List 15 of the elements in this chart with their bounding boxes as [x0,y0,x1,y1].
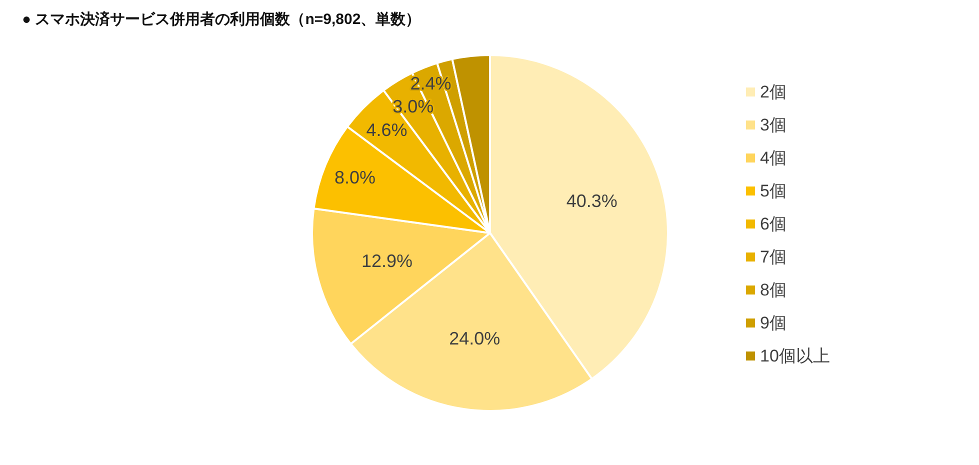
legend-label: 5個 [760,182,786,200]
legend-label: 4個 [760,148,786,168]
data-label: 24.0% [449,328,500,349]
legend-label: 2個 [760,82,786,102]
data-label: 8.0% [334,168,376,188]
legend-label: 7個 [760,248,786,266]
legend-label: 8個 [760,280,786,300]
legend-label: 6個 [760,214,786,234]
legend-label: 3個 [760,116,786,134]
data-label: 4.6% [366,120,408,140]
data-label: 12.9% [361,251,412,272]
title: ● スマホ決済サービス併用者の利用個数（n=9,802、単数） [22,11,421,28]
legend-label: 10個以上 [760,346,830,366]
legend-label: 9個 [760,314,786,332]
data-label: 40.3% [566,190,618,211]
